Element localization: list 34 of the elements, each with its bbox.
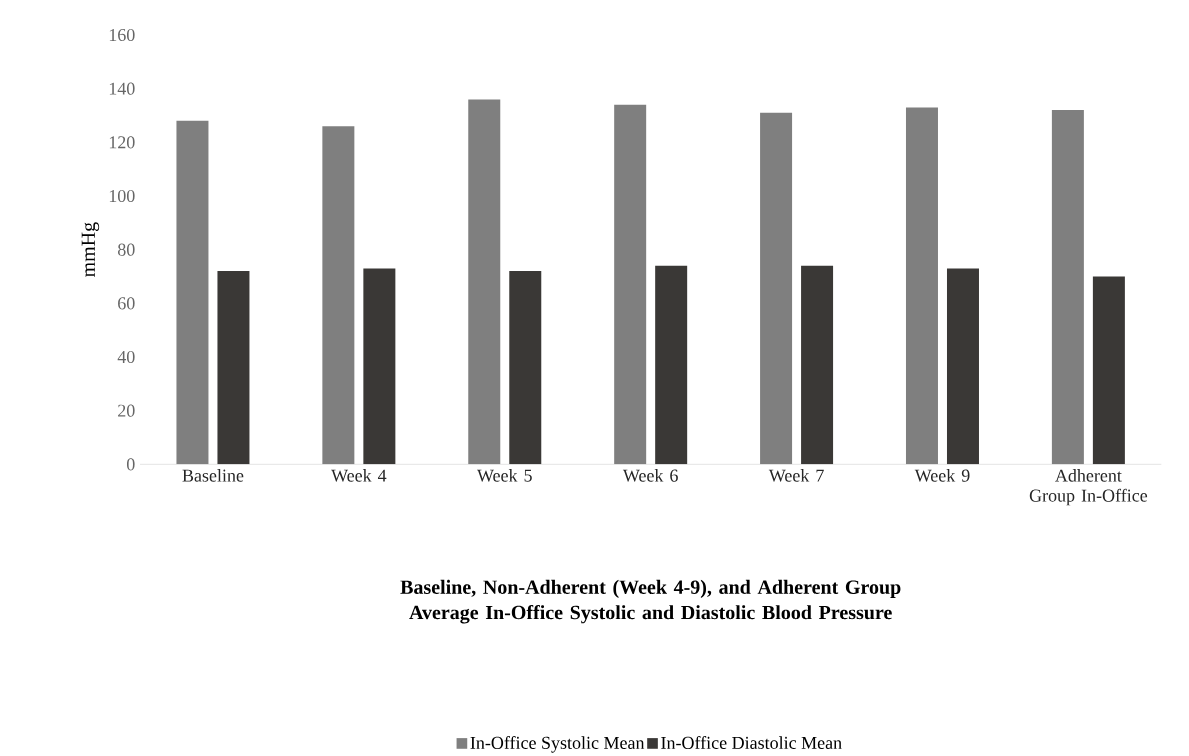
y-tick-label: 100 [109, 189, 135, 203]
bar [801, 265, 834, 465]
text: Baseline, Non-Adherent (Week 4-9), and Adherent Group Average In-Office Systolic and Diastolic Blood Pressure [400, 579, 901, 624]
y-tick-label: 160 [109, 28, 135, 42]
bar [363, 268, 396, 465]
bar [176, 120, 209, 465]
y-axis-title: mmHg [81, 222, 100, 277]
bar [655, 265, 688, 465]
bar [760, 112, 793, 465]
y-tick-label: 120 [109, 136, 135, 149]
bar [509, 271, 542, 465]
y-tick-label: 0 [126, 458, 135, 471]
x-tick-label: Baseline [182, 468, 244, 482]
y-tick-label: 140 [109, 82, 135, 95]
bar [614, 104, 647, 465]
x-tick-label: Week 9 [914, 468, 970, 482]
bar [905, 107, 938, 465]
x-tick-label: Week 6 [622, 468, 678, 482]
bar [1092, 276, 1125, 465]
x-tick-label: Week 4 [331, 468, 387, 482]
bar [217, 271, 250, 465]
y-tick-label: 20 [118, 404, 135, 417]
bar [468, 99, 501, 465]
y-tick-label: 40 [117, 350, 135, 364]
bar [1051, 110, 1084, 465]
y-tick-label: 80 [117, 243, 135, 256]
x-tick-label: Week 7 [768, 468, 824, 482]
y-tick-label: 60 [118, 297, 135, 310]
bar [322, 126, 355, 465]
x-tick-label: Week 5 [477, 468, 532, 482]
legend-label: In-Office Diastolic Mean [661, 736, 842, 749]
legend-label: In-Office Systolic Mean [470, 736, 645, 753]
bar [946, 268, 979, 465]
x-tick-label: Adherent Group In-Office [1029, 468, 1148, 506]
